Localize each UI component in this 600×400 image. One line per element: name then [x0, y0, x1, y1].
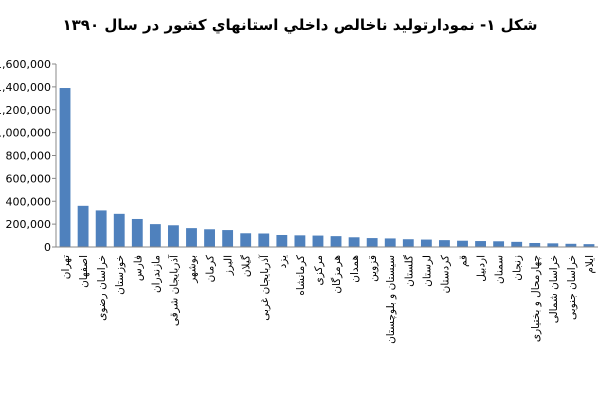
bar [348, 237, 360, 247]
x-tick-label: مازندران [150, 255, 162, 293]
bar [258, 233, 270, 247]
y-tick-label: 1,000,000 [0, 127, 51, 140]
x-tick-label: لرستان [421, 255, 433, 287]
bar [420, 239, 432, 247]
x-tick-label: مرکزی [313, 255, 325, 285]
x-tick-label: آذربایجان غربی [258, 254, 271, 321]
x-tick-label: کردستان [439, 255, 451, 293]
x-tick-label: یزد [277, 255, 289, 268]
bar [276, 234, 288, 247]
x-tick-label: هرمزگان [330, 255, 343, 294]
x-tick-label: خراسان رضوی [96, 255, 108, 321]
x-tick-label: قم [458, 255, 470, 267]
bar [457, 240, 468, 247]
chart-title: شکل ۱- نمودارتولید ناخالص داخلي استانهاي… [63, 16, 538, 35]
y-tick-label: 1,600,000 [0, 58, 51, 71]
bar [330, 236, 342, 247]
y-tick-label: 1,400,000 [0, 81, 51, 94]
bar [186, 228, 197, 247]
bar [59, 88, 71, 247]
bar [312, 235, 324, 247]
bar [149, 224, 161, 247]
x-tick-label: خراسان شمالی [548, 255, 560, 323]
y-tick-label: 0 [44, 241, 51, 254]
bar [511, 241, 523, 247]
x-tick-label: همدان [349, 255, 361, 283]
y-tick-label: 400,000 [6, 195, 52, 208]
bar [131, 218, 143, 247]
x-tick-label: اصفهان [78, 255, 90, 288]
bar [366, 238, 378, 247]
bar [77, 205, 89, 247]
bar [168, 225, 179, 247]
bar [547, 243, 559, 247]
bar [475, 241, 486, 247]
x-tick-label: البرز [223, 255, 235, 276]
x-tick-label: خوزستان [114, 255, 126, 295]
x-tick-label: اردبیل [476, 255, 488, 282]
bar [204, 229, 215, 247]
bar [384, 238, 396, 247]
x-tick-label: قزوین [367, 255, 379, 282]
bar [294, 235, 306, 247]
bar [529, 242, 541, 247]
y-tick-label: 1,200,000 [0, 104, 51, 117]
x-tick-label: خراسان جنوبی [566, 255, 578, 320]
x-tick-label: سمنان [494, 255, 506, 284]
x-tick-label: کرمان [205, 255, 217, 282]
x-tick-label: بوشهر [187, 255, 199, 284]
x-tick-label: آذربایجان شرقی [167, 254, 180, 326]
y-tick-label: 600,000 [6, 172, 52, 185]
y-tick-label: 800,000 [6, 150, 52, 163]
bar [222, 230, 234, 247]
x-tick-label: کرمانشاه [295, 255, 307, 296]
bar [583, 244, 595, 247]
x-tick-label: تهران [60, 255, 72, 279]
x-tick-label: گلستان [402, 255, 415, 287]
x-tick-label: زنجان [512, 255, 524, 281]
x-tick-label: چهارمحال و بختیاری [530, 255, 542, 342]
bar [493, 241, 505, 247]
x-tick-label: ایلام [584, 255, 596, 274]
bar [402, 239, 414, 247]
bar [240, 233, 252, 247]
bar [439, 240, 450, 247]
x-tick-label: فارس [132, 255, 144, 281]
bar [95, 210, 107, 247]
bar [113, 213, 125, 247]
bar [565, 243, 577, 247]
x-tick-label: گیلان [240, 255, 253, 277]
y-tick-label: 200,000 [6, 218, 52, 231]
x-tick-label: سیستان و بلوچستان [385, 255, 397, 344]
